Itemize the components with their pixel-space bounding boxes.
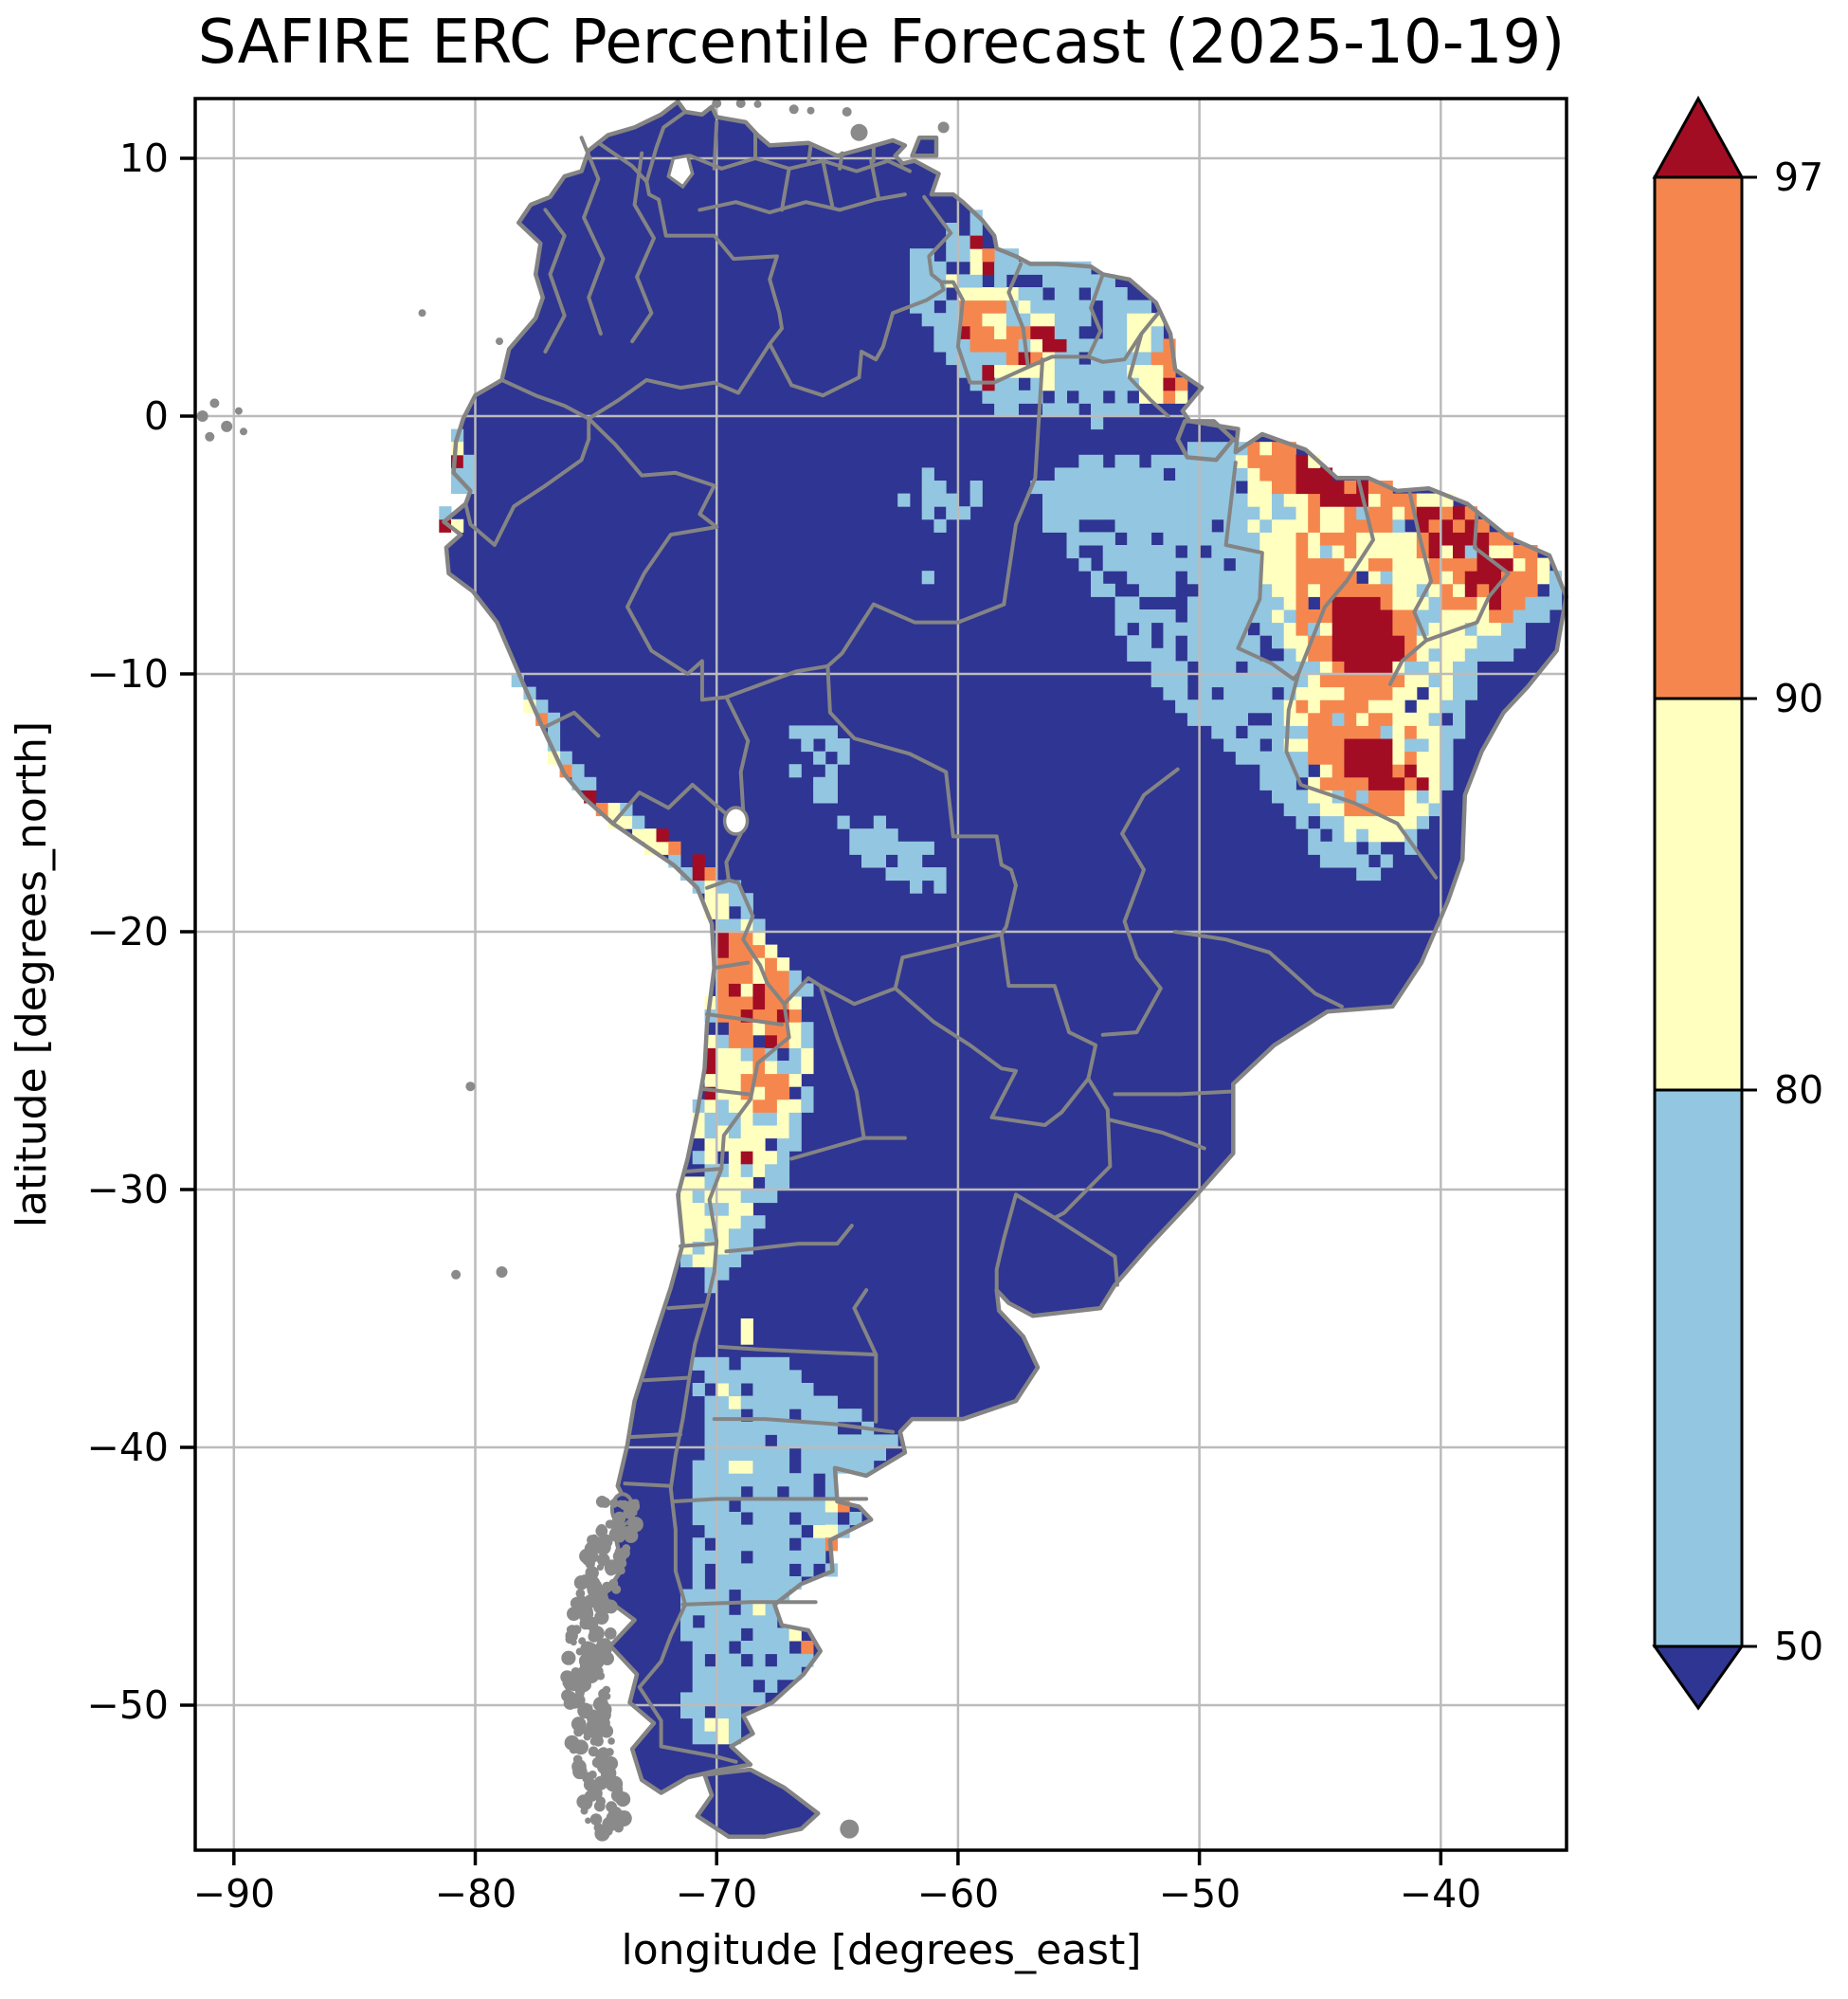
x-tick-label: −50 bbox=[1159, 1871, 1241, 1917]
y-axis-label: latitude [degrees_north] bbox=[8, 721, 56, 1227]
x-tick-label: −60 bbox=[917, 1871, 1000, 1917]
x-tick-label: −90 bbox=[193, 1871, 276, 1917]
y-tick-label: 0 bbox=[144, 393, 169, 439]
axes-frame bbox=[180, 97, 1568, 1865]
y-tick-label: 10 bbox=[119, 136, 169, 181]
x-tick-label: −40 bbox=[1400, 1871, 1482, 1917]
colorbar-tick-label: 97 bbox=[1774, 154, 1823, 200]
x-axis-label: longitude [degrees_east] bbox=[622, 1926, 1142, 1974]
colorbar-tick-label: 50 bbox=[1774, 1624, 1823, 1669]
chart-title: SAFIRE ERC Percentile Forecast (2025-10-… bbox=[198, 8, 1565, 78]
colorbar-tick-label: 90 bbox=[1774, 676, 1823, 721]
fjords-layer bbox=[560, 1492, 643, 1842]
y-tick-label: −50 bbox=[86, 1682, 169, 1728]
x-tick-label: −80 bbox=[435, 1871, 517, 1917]
y-tick-label: −30 bbox=[86, 1167, 169, 1212]
gridlines bbox=[195, 99, 1567, 1850]
y-tick-label: −40 bbox=[86, 1425, 169, 1470]
admin-boundaries bbox=[463, 110, 1511, 1764]
colorbar-tick-label: 80 bbox=[1774, 1067, 1823, 1113]
x-tick-label: −70 bbox=[676, 1871, 758, 1917]
y-tick-label: −10 bbox=[86, 651, 169, 697]
map-graphics bbox=[180, 95, 1757, 1865]
islands-layer bbox=[196, 99, 950, 1839]
coastline bbox=[442, 99, 1568, 1839]
colorbar bbox=[1652, 95, 1757, 1711]
y-tick-label: −20 bbox=[86, 909, 169, 954]
lakes-layer bbox=[666, 154, 750, 836]
